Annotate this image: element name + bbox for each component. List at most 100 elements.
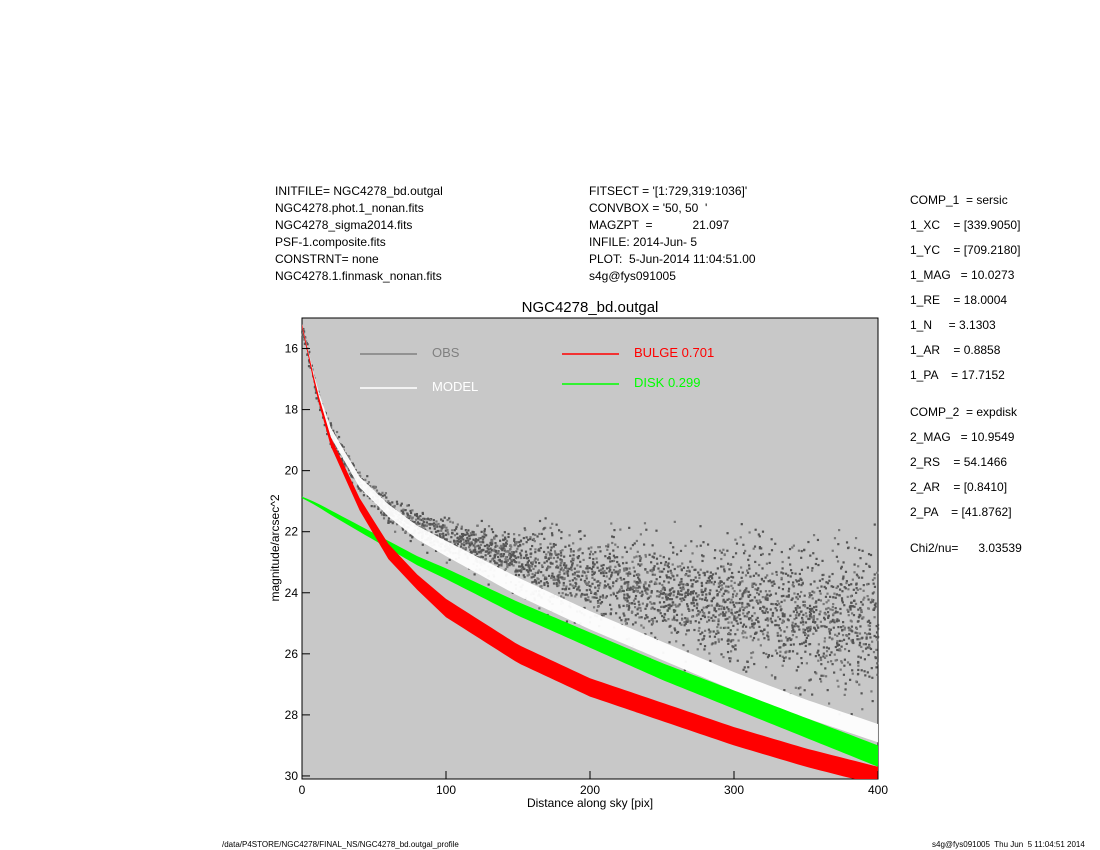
obs-point [826, 592, 829, 595]
obs-point [727, 576, 730, 580]
obs-point [543, 577, 547, 581]
obs-point [654, 636, 657, 639]
obs-point [757, 638, 760, 641]
obs-point [717, 618, 720, 621]
obs-point [791, 633, 795, 637]
obs-point [749, 593, 752, 597]
obs-point [661, 570, 664, 573]
obs-point [588, 556, 591, 559]
obs-point [779, 605, 782, 608]
obs-point [525, 541, 528, 544]
obs-point [623, 569, 626, 572]
obs-point [803, 600, 806, 603]
obs-point [714, 642, 717, 645]
y-tick-label: 30 [285, 769, 299, 783]
obs-point [754, 631, 758, 634]
obs-point [869, 553, 873, 557]
obs-point [794, 607, 797, 610]
obs-point [613, 556, 616, 559]
obs-point [671, 618, 674, 621]
obs-point [502, 543, 505, 546]
obs-point [333, 442, 336, 446]
header_left-line: PSF-1.composite.fits [275, 235, 386, 249]
obs-point [579, 578, 583, 581]
obs-point [659, 575, 662, 579]
obs-point [722, 614, 725, 617]
obs-point [667, 607, 670, 610]
obs-point [553, 550, 557, 553]
obs-point [734, 617, 737, 620]
obs-point [708, 611, 711, 614]
obs-point [627, 588, 630, 592]
obs-point [825, 581, 828, 584]
obs-point [595, 609, 599, 612]
obs-point [558, 573, 561, 576]
obs-point [500, 562, 503, 565]
obs-point [542, 550, 546, 554]
obs-point [499, 560, 502, 563]
obs-point [577, 588, 580, 591]
obs-point [523, 575, 526, 579]
obs-point [664, 593, 667, 596]
obs-point [746, 612, 749, 615]
obs-point [618, 564, 621, 567]
obs-point [595, 593, 598, 596]
obs-point [626, 572, 630, 575]
obs-point [551, 534, 554, 537]
obs-point [516, 547, 519, 550]
obs-point [534, 557, 537, 560]
obs-point [609, 568, 612, 571]
obs-point [746, 660, 749, 663]
obs-point [543, 561, 546, 564]
obs-point [649, 595, 652, 598]
obs-point [682, 583, 685, 586]
obs-point [628, 606, 631, 609]
obs-point [706, 543, 710, 546]
obs-point [781, 612, 784, 615]
obs-point [429, 518, 432, 522]
obs-point [819, 656, 822, 659]
obs-point [874, 656, 877, 659]
obs-point [672, 575, 675, 578]
obs-point [549, 526, 552, 529]
obs-point [759, 601, 762, 604]
obs-point [813, 591, 816, 594]
obs-point [734, 538, 737, 541]
obs-point [691, 615, 694, 618]
obs-point [702, 637, 705, 640]
obs-point [821, 559, 824, 562]
obs-point [727, 585, 730, 588]
obs-point [699, 617, 703, 621]
obs-point [606, 548, 609, 551]
obs-point [747, 617, 751, 620]
obs-point [644, 553, 647, 557]
obs-point [680, 588, 684, 591]
obs-point [532, 533, 535, 536]
obs-point [842, 576, 845, 580]
obs-point [721, 587, 724, 590]
obs-point [869, 647, 873, 651]
obs-point [392, 520, 395, 523]
obs-point [472, 533, 475, 536]
obs-point [805, 615, 808, 618]
obs-point [477, 544, 480, 547]
obs-point [835, 611, 838, 614]
obs-point [673, 590, 676, 593]
obs-point [859, 557, 862, 560]
obs-point [841, 601, 844, 604]
obs-point [603, 584, 606, 587]
obs-point [564, 566, 567, 569]
obs-point [797, 625, 800, 628]
obs-point [351, 462, 354, 465]
obs-point [782, 644, 785, 647]
obs-point [730, 621, 733, 624]
obs-point [454, 541, 458, 544]
obs-point [824, 613, 827, 616]
obs-point [713, 556, 716, 560]
obs-point [588, 553, 592, 556]
obs-point [610, 575, 613, 578]
obs-point [723, 568, 726, 571]
obs-point [736, 616, 739, 619]
obs-point [558, 570, 561, 574]
obs-point [747, 666, 750, 669]
